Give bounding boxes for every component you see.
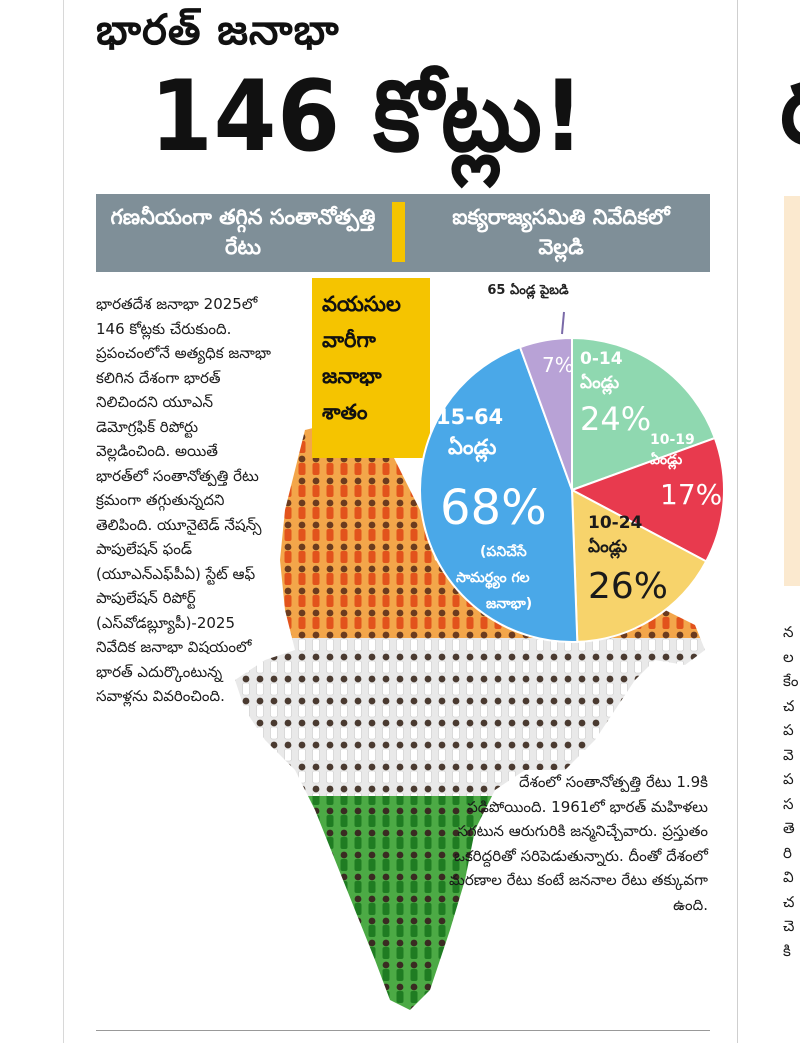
pie-label: ఏండ్లు bbox=[650, 452, 682, 470]
next-article-fragment: కి bbox=[783, 941, 791, 960]
above65-pointer bbox=[561, 311, 565, 335]
page-edge-line bbox=[63, 0, 64, 1043]
pie-label: ఏండ్లు bbox=[580, 373, 619, 395]
article-kicker: భారత్ జనాభా bbox=[96, 5, 340, 54]
next-article-fragment: చ bbox=[783, 892, 795, 911]
next-article-fragment: కేం bbox=[783, 672, 799, 690]
next-article-headline-fragment: ర bbox=[780, 54, 800, 164]
next-article-fragment: తె bbox=[783, 819, 795, 837]
pie-label: 68% bbox=[440, 480, 547, 536]
pie-label: 15-64 bbox=[436, 405, 503, 429]
body-paragraph: భారతదేశ జనాభా 2025లో 146 కోట్లకు చేరుకుం… bbox=[96, 295, 271, 705]
subhead-bar: గణనీయంగా తగ్గిన సంతానోత్పత్తి రేటు ఐక్యర… bbox=[96, 194, 710, 272]
pie-slice bbox=[518, 336, 573, 491]
pie-label: 7% bbox=[542, 353, 574, 377]
next-article-box bbox=[784, 196, 800, 586]
next-article-fragment: చె bbox=[783, 917, 795, 935]
subhead-separator bbox=[392, 202, 405, 262]
next-article-text: న ల కేం చ ప వె ప స తె రి వి చ చె కి bbox=[783, 620, 800, 963]
pie-label: 17% bbox=[660, 478, 722, 511]
pie-label: 10-19 bbox=[650, 432, 695, 448]
next-article-fragment: ప bbox=[783, 721, 794, 739]
pie-label: 0-14 bbox=[580, 349, 623, 369]
age-distribution-pie: 0-14 ఏండ్లు 24%10-19 ఏండ్లు 17% 10-24 ఏండ్లు 26… bbox=[419, 311, 725, 643]
pie-label: ఏండ్లు bbox=[448, 435, 496, 463]
article-headline: 146 కోట్లు! bbox=[150, 60, 585, 174]
above-65-label: 65 ఏండ్ల పైబడి bbox=[487, 283, 569, 298]
column-divider bbox=[737, 0, 738, 1043]
next-article-fragment: వి bbox=[783, 868, 794, 886]
next-article-fragment: స bbox=[783, 794, 794, 813]
next-article-fragment: ప bbox=[783, 770, 794, 788]
pie-slice bbox=[571, 336, 717, 492]
pie-label: 10-24 bbox=[588, 513, 643, 533]
next-article-fragment: ల bbox=[783, 647, 794, 666]
age-group-label: వయసుల వారీగా జనాభా శాతం bbox=[312, 278, 430, 458]
next-article-fragment: వె bbox=[783, 745, 794, 764]
fertility-paragraph: దేశంలో సంతానోత్పత్తి రేటు 1.9కి పడిపోయిం… bbox=[449, 773, 708, 914]
pie-slice bbox=[569, 436, 725, 563]
pie-label: జనాభా) bbox=[486, 596, 532, 612]
bottom-rule bbox=[96, 1030, 710, 1031]
pie-slice bbox=[419, 345, 579, 643]
next-article-fragment: చ bbox=[783, 696, 795, 715]
next-article-fragment: న bbox=[783, 623, 794, 641]
pie-label: సామర్థ్యం గల bbox=[456, 570, 530, 589]
next-article-fragment: రి bbox=[783, 843, 792, 862]
article-body: భారతదేశ జనాభా 2025లో 146 కోట్లకు చేరుకుం… bbox=[96, 292, 271, 709]
subhead-right: ఐక్యరాజ్యసమితి నివేదికలో వెల్లడి bbox=[452, 205, 670, 259]
pie-label: ఏండ్లు bbox=[588, 537, 627, 559]
pie-slice bbox=[570, 488, 708, 643]
pie-label: 26% bbox=[588, 566, 668, 607]
pie-label: (పనిచేసే bbox=[480, 544, 527, 560]
subhead-left: గణనీయంగా తగ్గిన సంతానోత్పత్తి రేటు bbox=[110, 205, 376, 259]
pie-label: 24% bbox=[580, 400, 651, 438]
